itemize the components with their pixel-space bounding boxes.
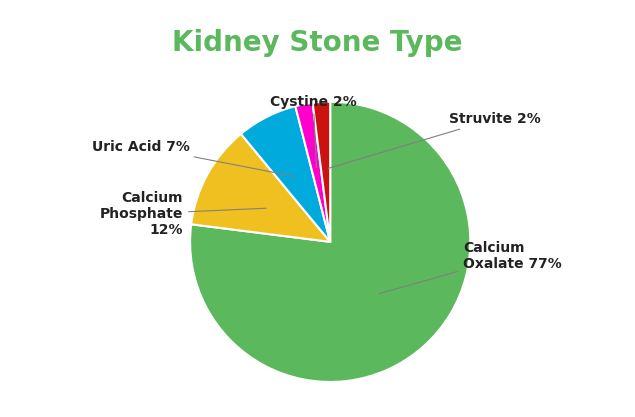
Text: Calcium
Phosphate
12%: Calcium Phosphate 12%	[100, 191, 266, 237]
Text: Kidney Stone Type: Kidney Stone Type	[172, 29, 463, 57]
Text: Uric Acid 7%: Uric Acid 7%	[92, 140, 295, 176]
Wedge shape	[312, 102, 330, 242]
Wedge shape	[241, 106, 330, 242]
Text: Cystine 2%: Cystine 2%	[270, 95, 357, 168]
Wedge shape	[190, 102, 471, 382]
Text: Calcium
Oxalate 77%: Calcium Oxalate 77%	[379, 241, 562, 294]
Wedge shape	[295, 103, 330, 242]
Text: Struvite 2%: Struvite 2%	[328, 112, 541, 168]
Wedge shape	[191, 134, 330, 242]
